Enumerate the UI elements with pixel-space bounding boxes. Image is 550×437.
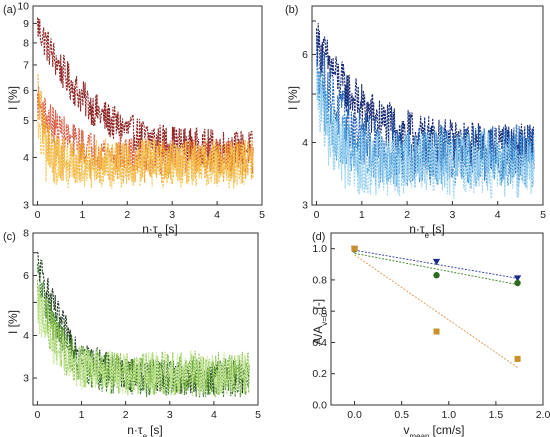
data-point: [513, 275, 522, 282]
x-tick-label: 1.0: [441, 409, 456, 421]
plot-frame: [32, 232, 259, 406]
y-tick-label: 3: [23, 200, 29, 212]
y-tick-label: 0.4: [312, 337, 327, 349]
y-tick-label: 0.6: [312, 306, 327, 318]
y-tick-label: 0.0: [312, 400, 327, 412]
panel-d-plot-area: 0.0 0.5 1.0 1.5 2.0 0.0 0.2 0.4 0.6 0.8 1.0: [312, 232, 550, 421]
panel-d-x-axis-label: vmean [cm/s]: [403, 423, 464, 437]
y-tick-label: 4: [23, 152, 29, 164]
panel-b-label: (b): [285, 4, 298, 16]
x-tick-label: 1: [79, 409, 85, 421]
x-tick-label: 5: [259, 209, 265, 221]
x-tick-label: 1.5: [489, 409, 504, 421]
x-tick-label: 0.5: [394, 409, 409, 421]
panel-c-y-axis-label: I [%]: [6, 310, 20, 334]
plot-frame: [32, 5, 263, 206]
series-line: [37, 74, 254, 184]
panel-a-y-axis-label: I [%]: [6, 86, 20, 110]
y-tick-label: 8: [23, 228, 29, 240]
x-tick-label: 0: [314, 209, 320, 221]
data-point: [433, 328, 440, 335]
x-tick-label: 2: [123, 409, 129, 421]
x-tick-label: 5: [540, 209, 546, 221]
y-tick-label: 6: [23, 270, 29, 282]
x-tick-label: 0: [34, 409, 40, 421]
y-tick-label: 3: [23, 373, 29, 385]
y-tick-label: 9: [23, 18, 29, 30]
fit-line: [354, 254, 518, 368]
y-tick-label: 4: [23, 330, 29, 342]
x-tick-label: 2.0: [536, 409, 550, 421]
x-tick-label: 1: [359, 209, 365, 221]
y-tick-label: 1.0: [312, 243, 327, 255]
data-point: [432, 258, 441, 266]
data-point: [514, 355, 521, 362]
panel-c-label: (c): [3, 231, 16, 243]
x-tick-label: 5: [255, 409, 261, 421]
panel-d: (d) 0.0 0.5 1.0 1.5 2.0 0.0 0.2 0.4 0.6 0.8 1.0 vm…: [311, 231, 550, 437]
x-tick-label: 2: [124, 209, 130, 221]
fit-line: [354, 252, 518, 286]
x-tick-label: 4: [214, 209, 220, 221]
y-tick-label: 10: [17, 1, 29, 13]
y-tick-label: 5: [23, 115, 29, 127]
plot-frame: [330, 232, 544, 406]
data-point: [351, 245, 358, 252]
x-tick-label: 3: [449, 209, 455, 221]
panel-b-plot-area: 0 1 2 3 4 5 3 4 6: [302, 5, 546, 221]
panel-d-y-axis-label: A/Av=0[-]: [311, 299, 329, 345]
y-tick-label: 3: [302, 200, 308, 212]
series-line: [36, 291, 250, 396]
series-line: [315, 74, 535, 199]
x-tick-label: 0.0: [347, 409, 362, 421]
y-tick-label: 0.2: [312, 368, 327, 380]
panel-b-y-axis-label: I [%]: [286, 86, 300, 110]
plot-frame: [311, 5, 544, 206]
x-tick-label: 4: [211, 409, 217, 421]
x-tick-label: 3: [169, 209, 175, 221]
x-tick-label: 3: [167, 409, 173, 421]
panel-c-plot-area: 0 1 2 3 4 5 3 4 6 8: [23, 228, 261, 422]
panel-c: (c) 0 1 2 3 4 5 3 4 6 8 n·τe [s] I [%]: [3, 228, 261, 437]
panel-a-plot-area: 0 1 2 3 4 5 3 4 5 6 7 8 9 10: [17, 1, 265, 222]
panel-a-label: (a): [3, 4, 16, 16]
y-tick-label: 6: [302, 49, 308, 61]
x-tick-label: 1: [79, 209, 85, 221]
data-point: [433, 272, 440, 279]
data-point: [514, 279, 521, 287]
x-tick-label: 0: [35, 209, 41, 221]
x-tick-label: 2: [404, 209, 410, 221]
series-line: [315, 61, 535, 189]
y-tick-label: 6: [23, 85, 29, 97]
fit-line: [354, 249, 518, 279]
x-tick-label: 4: [495, 209, 501, 221]
y-tick-label: 8: [23, 37, 29, 49]
panel-d-label: (d): [312, 231, 325, 243]
y-tick-label: 4: [302, 137, 308, 149]
panel-c-x-axis-label: n·τe [s]: [127, 423, 163, 437]
y-tick-label: 7: [23, 59, 29, 71]
y-tick-label: 0.8: [312, 274, 327, 286]
